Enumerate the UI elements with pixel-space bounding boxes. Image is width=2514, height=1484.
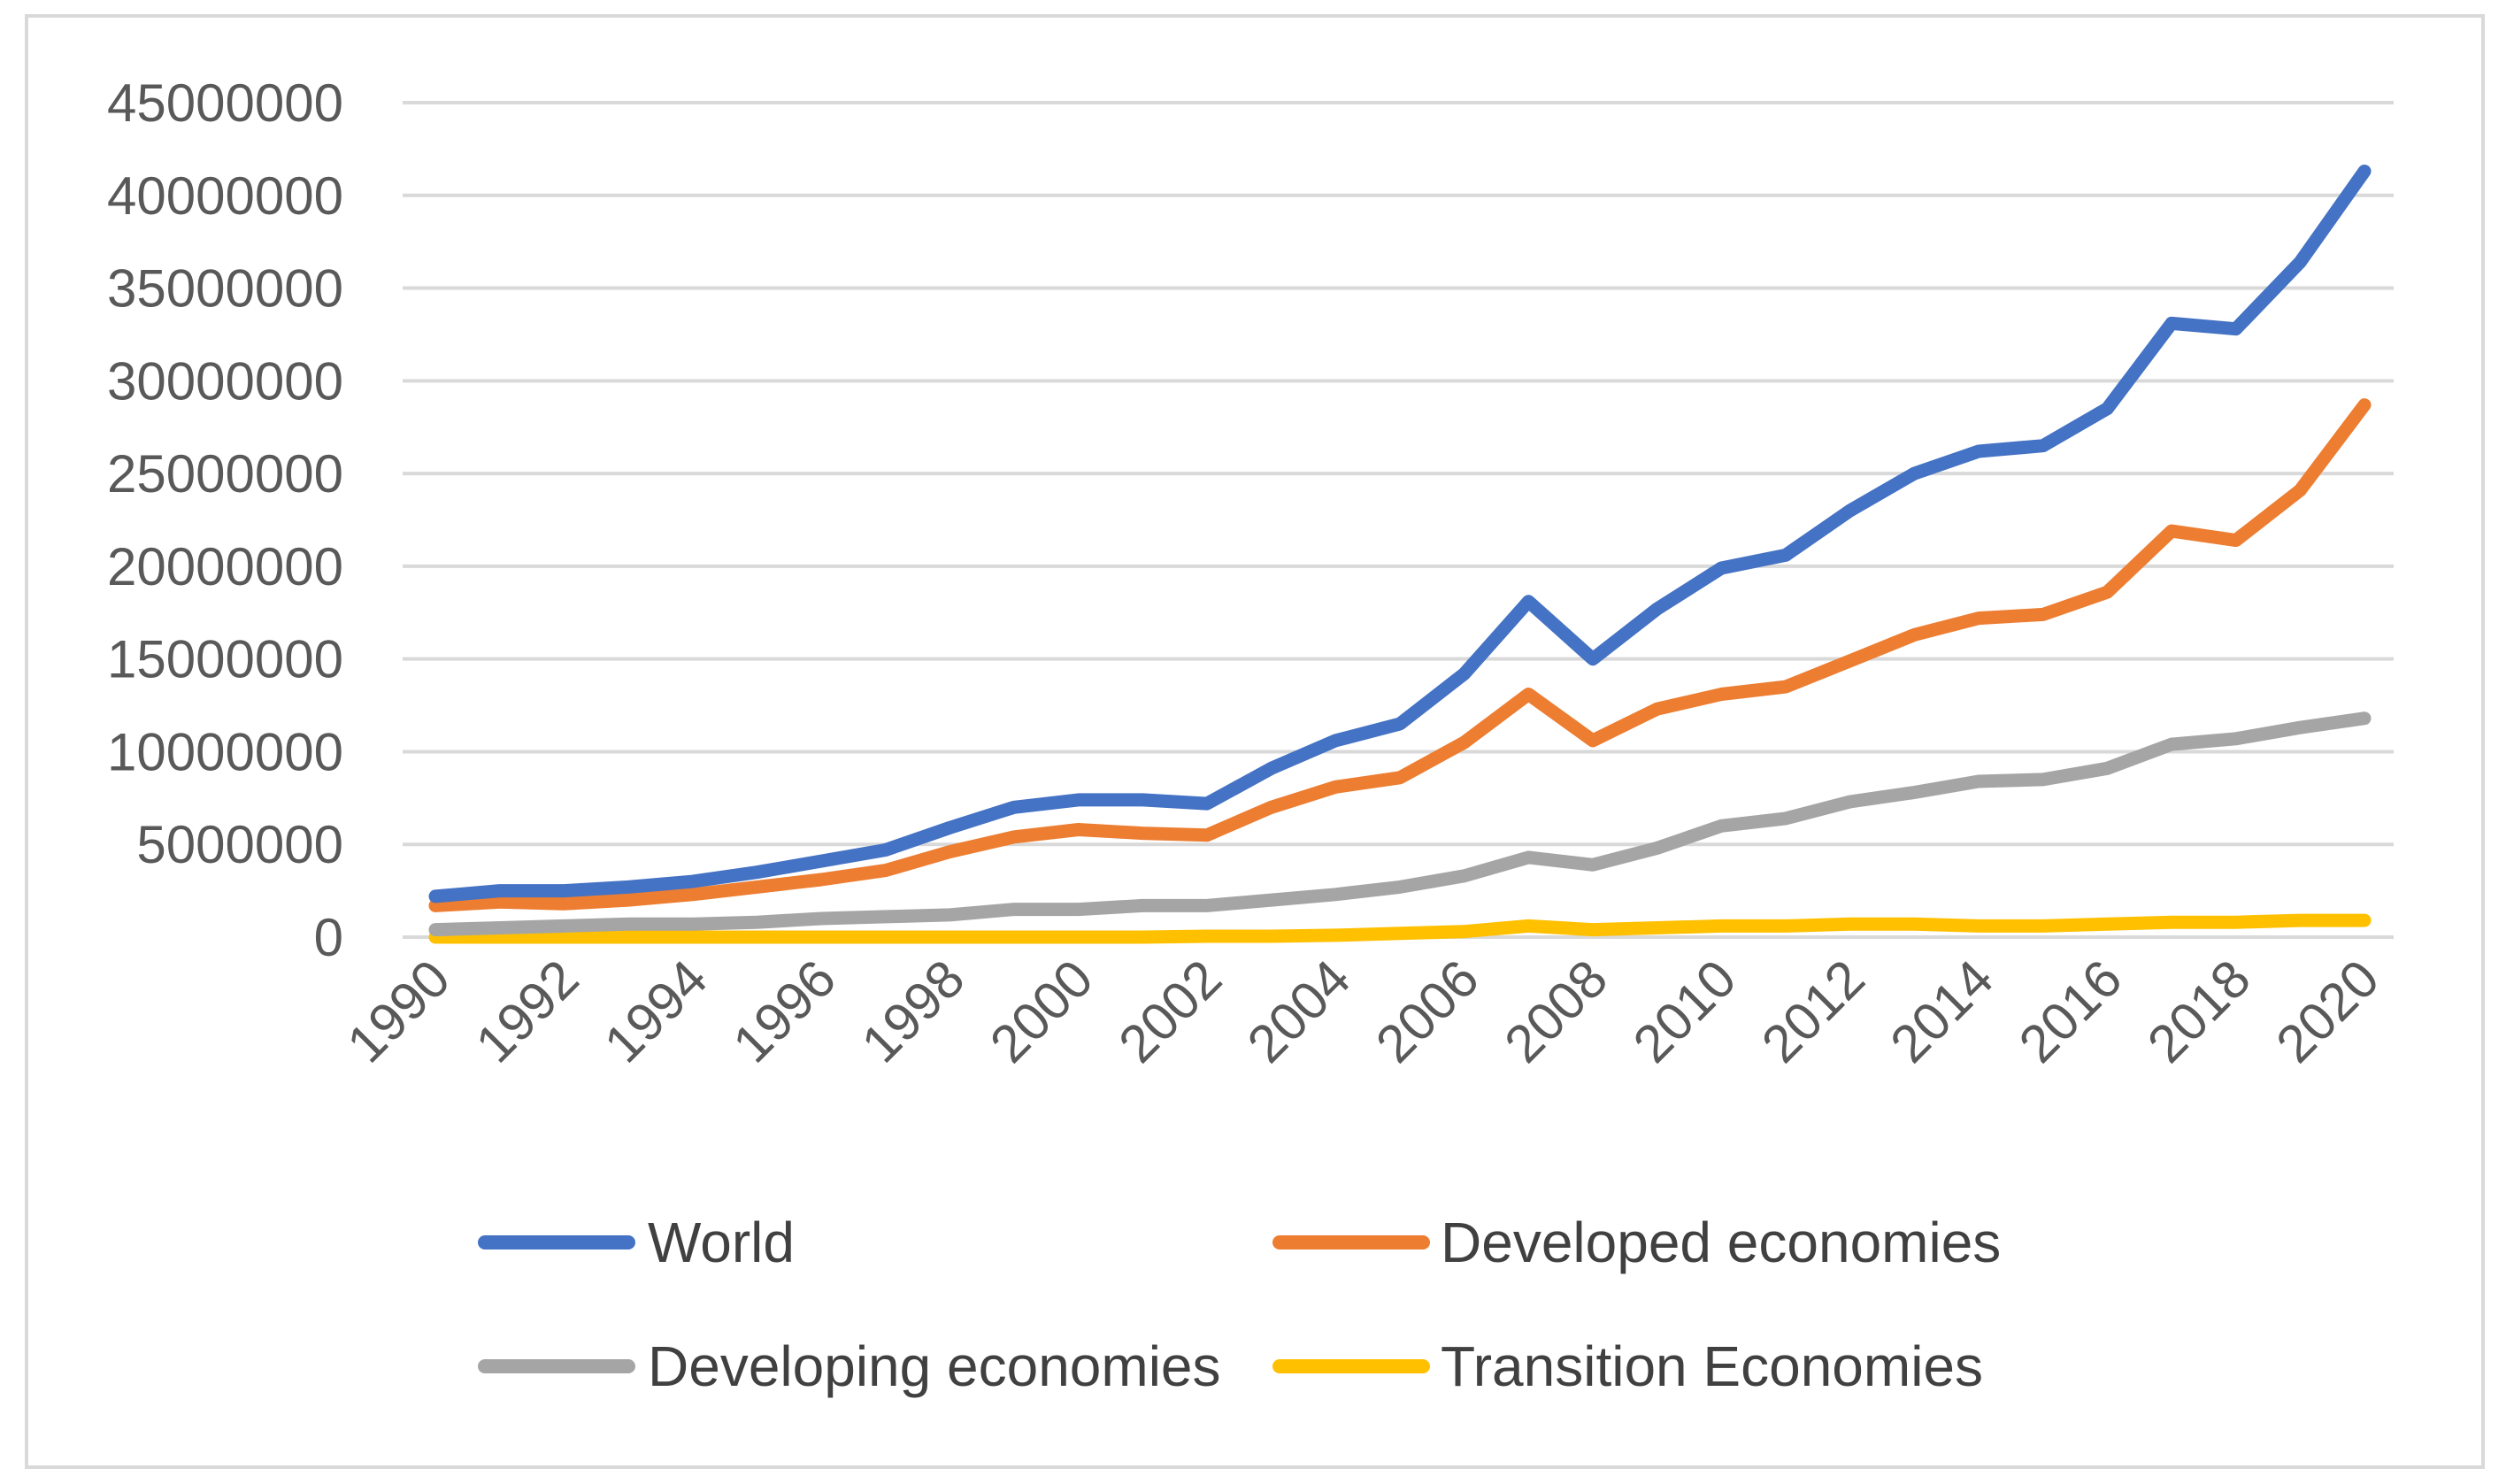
y-tick-label: 15000000 <box>107 630 343 689</box>
x-tick-label: 2014 <box>1879 949 2004 1074</box>
series-line-transition-economies <box>428 913 2372 944</box>
x-tick-label: 1990 <box>335 949 461 1074</box>
x-tick-label: 2002 <box>1107 949 1233 1074</box>
x-tick-label: 1998 <box>850 949 976 1074</box>
chart-frame <box>25 14 2485 1469</box>
x-tick-label: 2008 <box>1493 949 1618 1074</box>
legend-item-developing-economies: Developing economies <box>478 1334 1221 1398</box>
y-tick-label: 30000000 <box>107 351 343 411</box>
x-tick-label: 2006 <box>1365 949 1490 1074</box>
x-tick-label: 2004 <box>1236 949 1362 1074</box>
y-tick-label: 0 <box>314 908 343 967</box>
series-lines <box>428 165 2372 944</box>
y-tick-label: 35000000 <box>107 259 343 319</box>
y-tick-label: 10000000 <box>107 722 343 781</box>
legend-item-developed-economies: Developed economies <box>1272 1211 2001 1274</box>
series-line-world <box>428 165 2372 903</box>
y-tick-label: 40000000 <box>107 166 343 226</box>
x-tick-label: 2012 <box>1750 949 1876 1074</box>
legend-item-world: World <box>478 1211 795 1274</box>
y-tick-label: 20000000 <box>107 537 343 596</box>
x-tick-label: 2010 <box>1622 949 1748 1074</box>
y-axis-ticks: 0 5000000 10000000 15000000 20000000 25000000… <box>107 73 343 967</box>
x-tick-label: 1994 <box>593 949 719 1074</box>
x-axis-ticks: 1990 1992 1994 1996 1998 2000 2002 2004 2006 2008… <box>335 949 2390 1074</box>
x-tick-label: 2020 <box>2264 949 2390 1074</box>
legend-label-world: World <box>648 1211 795 1274</box>
gridlines <box>403 101 2394 939</box>
x-tick-label: 1992 <box>465 949 590 1074</box>
legend: World Developed economies Developing eco… <box>478 1211 2001 1398</box>
x-tick-label: 1996 <box>721 949 847 1074</box>
x-tick-label: 2018 <box>2136 949 2262 1074</box>
legend-label-transition-economies: Transition Economies <box>1441 1334 1983 1398</box>
legend-item-transition-economies: Transition Economies <box>1272 1334 1983 1398</box>
y-tick-label: 5000000 <box>136 815 343 874</box>
series-line-developing-economies <box>428 711 2372 937</box>
x-tick-label: 2000 <box>979 949 1104 1074</box>
y-tick-label: 25000000 <box>107 444 343 504</box>
series-line-developed-economies <box>428 398 2372 912</box>
x-tick-label: 2016 <box>2008 949 2133 1074</box>
legend-label-developed-economies: Developed economies <box>1441 1211 2001 1274</box>
legend-label-developing-economies: Developing economies <box>648 1334 1221 1398</box>
y-tick-label: 45000000 <box>107 73 343 133</box>
